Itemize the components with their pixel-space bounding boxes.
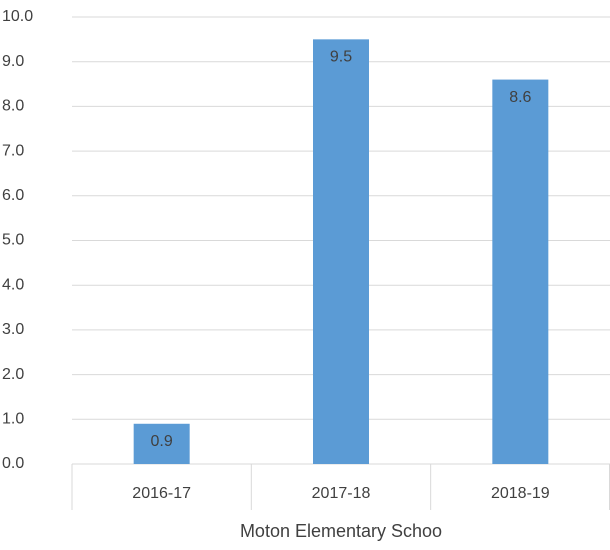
x-axis-label: Moton Elementary Schoo (240, 521, 442, 541)
y-tick-label: 5.0 (2, 232, 24, 249)
x-tick-label: 2018-19 (491, 485, 550, 502)
y-tick-label: 1.0 (2, 411, 24, 428)
y-tick-label: 0.0 (2, 455, 24, 472)
y-tick-label: 2.0 (2, 366, 24, 383)
y-tick-label: 10.0 (2, 8, 33, 25)
bar (133, 423, 190, 464)
bar (492, 79, 549, 464)
y-tick-label: 9.0 (2, 53, 24, 70)
data-label: 0.9 (151, 433, 173, 450)
y-tick-label: 3.0 (2, 321, 24, 338)
data-label: 8.6 (509, 89, 531, 106)
x-tick-label: 2017-18 (312, 485, 371, 502)
bar (313, 39, 369, 464)
y-tick-label: 8.0 (2, 98, 24, 115)
y-tick-label: 4.0 (2, 276, 24, 293)
y-tick-label: 7.0 (2, 142, 24, 159)
data-label: 9.5 (330, 49, 352, 66)
y-tick-label: 6.0 (2, 187, 24, 204)
x-tick-label: 2016-17 (132, 485, 191, 502)
